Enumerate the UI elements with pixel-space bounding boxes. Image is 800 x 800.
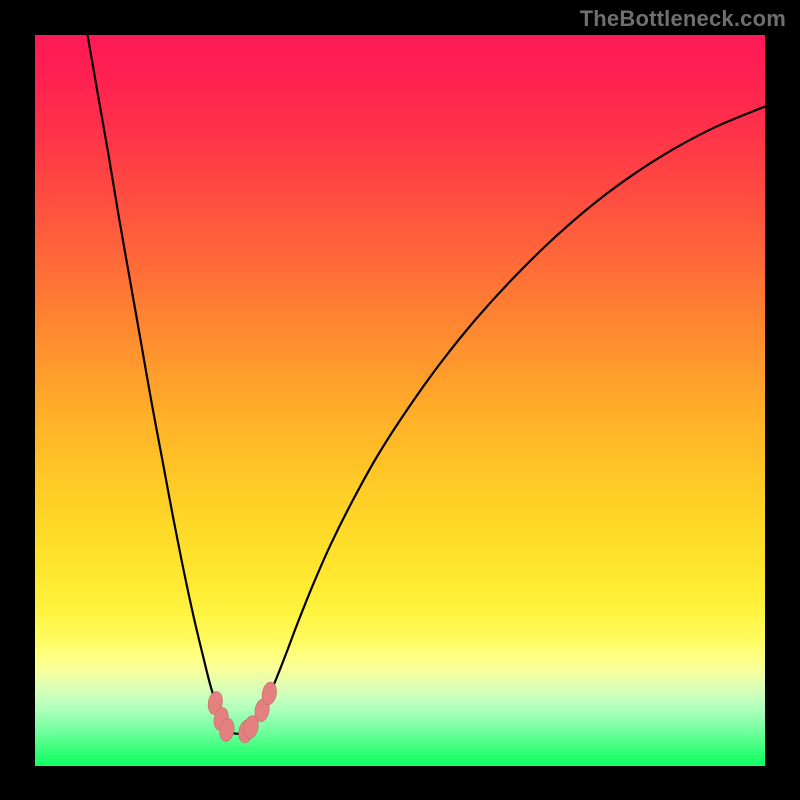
chart-overlay xyxy=(35,35,765,765)
bottleneck-curve xyxy=(88,35,765,734)
stage: TheBottleneck.com xyxy=(0,0,800,800)
bottleneck-chart xyxy=(35,35,765,765)
watermark-text: TheBottleneck.com xyxy=(580,6,786,32)
